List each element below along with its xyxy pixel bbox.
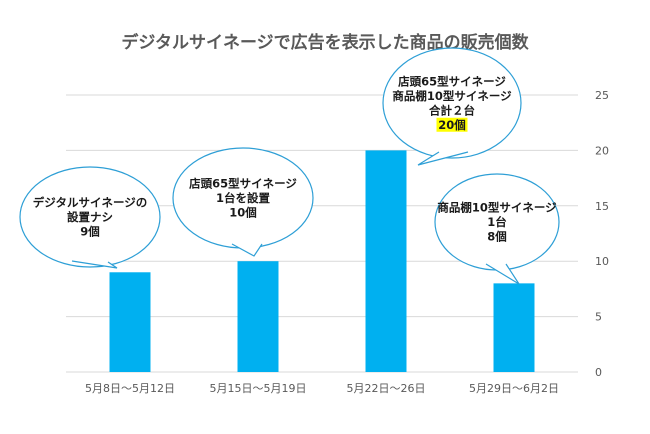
chart-title: デジタルサイネージで広告を表示した商品の販売個数 <box>121 32 529 53</box>
callout-text: デジタルサイネージの <box>33 196 148 210</box>
callout-text: 商品棚10型サイネージ <box>392 89 512 103</box>
x-tick-label: 5月29日～6月2日 <box>469 382 559 395</box>
callout-text: 1台を設置 <box>216 191 271 205</box>
bar <box>109 272 151 372</box>
x-tick-label: 5月8日～5月12日 <box>85 382 175 395</box>
callout-text: 店頭65型サイネージ <box>189 177 297 191</box>
value-highlight <box>436 117 468 132</box>
callout-bubble <box>19 166 161 268</box>
callouts: デジタルサイネージの設置ナシ9個店頭65型サイネージ1台を設置10個店頭65型サ… <box>19 47 560 285</box>
y-tick-label: 0 <box>595 366 602 379</box>
y-tick-label: 20 <box>595 144 609 157</box>
callout-text: 設置ナシ <box>67 210 113 224</box>
callout-pointer-outline <box>417 151 469 166</box>
bar <box>237 261 279 372</box>
bar <box>493 283 535 372</box>
callout-text: 10個 <box>229 206 257 220</box>
y-tick-label: 10 <box>595 255 609 268</box>
x-axis: 5月8日～5月12日 5月15日～5月19日 5月22日～26日 5月29日～6月2日 <box>85 382 559 395</box>
callout-pointer-outline <box>485 263 520 285</box>
callout-text: 商品棚10型サイネージ <box>437 201 557 215</box>
callout-text: 8個 <box>487 230 507 244</box>
y-tick-label: 25 <box>595 89 609 102</box>
y-tick-label: 5 <box>595 311 602 324</box>
callout-text: 店頭65型サイネージ <box>398 74 506 88</box>
y-axis: 0 5 10 15 20 25 <box>595 89 609 379</box>
y-tick-label: 15 <box>595 200 609 213</box>
callout-pointer <box>232 244 262 256</box>
x-tick-label: 5月15日～5月19日 <box>210 382 307 395</box>
callout-pointer-outline <box>71 260 118 269</box>
callout-bubble <box>382 47 522 159</box>
x-tick-label: 5月22日～26日 <box>347 382 426 395</box>
callout-text: 合計２台 <box>429 103 475 117</box>
callout-pointer-outline <box>231 243 263 257</box>
bar <box>365 150 407 372</box>
callout-text: 20個 <box>438 118 466 132</box>
callout-text: 1台 <box>487 215 507 229</box>
callout-text: 9個 <box>80 225 100 239</box>
bars <box>109 150 535 372</box>
